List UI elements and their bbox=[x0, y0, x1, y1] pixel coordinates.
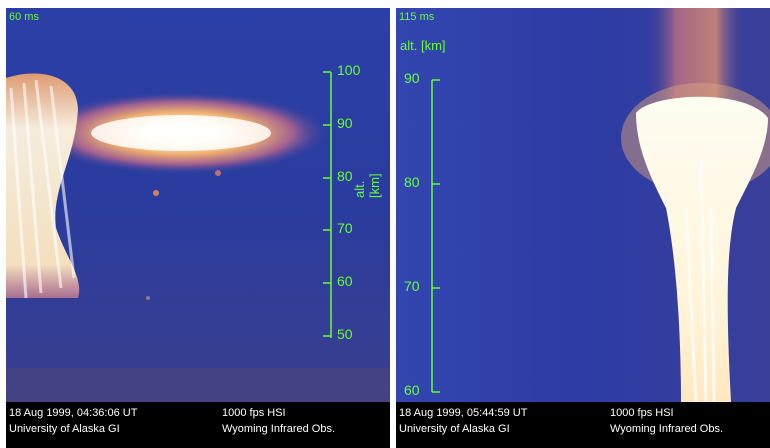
right-tick-label: 60 bbox=[404, 382, 420, 398]
left-timestamp: 60 ms bbox=[9, 11, 39, 23]
left-tick-label: 90 bbox=[337, 115, 353, 131]
left-tick-label: 80 bbox=[337, 168, 353, 184]
right-sprite-scene bbox=[396, 8, 770, 402]
right-tick-label: 70 bbox=[404, 278, 420, 294]
left-caption-org: University of Alaska GI bbox=[9, 423, 120, 435]
left-sprite-scene bbox=[6, 8, 390, 402]
right-caption-camera: 1000 fps HSI bbox=[610, 407, 674, 419]
left-tick-label: 60 bbox=[337, 273, 353, 289]
right-caption-bar: 18 Aug 1999, 05:44:59 UT University of A… bbox=[396, 402, 770, 448]
left-tick-label: 100 bbox=[337, 62, 361, 78]
right-altitude-label: alt. [km] bbox=[400, 38, 446, 53]
left-altitude-label: alt. [km] bbox=[352, 173, 382, 198]
left-tick-label: 50 bbox=[337, 326, 353, 342]
right-caption-date: 18 Aug 1999, 05:44:59 UT bbox=[399, 407, 528, 419]
right-caption-observatory: Wyoming Infrared Obs. bbox=[610, 423, 723, 435]
left-caption-date: 18 Aug 1999, 04:36:06 UT bbox=[9, 407, 138, 419]
left-tick-label: 70 bbox=[337, 220, 353, 236]
left-video-frame: 60 ms 100 90 80 70 60 50 alt. [km] 18 Au… bbox=[6, 8, 390, 448]
right-timestamp: 115 ms bbox=[399, 11, 435, 23]
right-video-frame: 115 ms alt. [km] 90 80 70 60 18 Aug 1999… bbox=[396, 8, 770, 448]
right-caption-org: University of Alaska GI bbox=[399, 423, 510, 435]
right-tick-label: 80 bbox=[404, 174, 420, 190]
left-caption-observatory: Wyoming Infrared Obs. bbox=[222, 423, 335, 435]
left-caption-camera: 1000 fps HSI bbox=[222, 407, 286, 419]
left-caption-bar: 18 Aug 1999, 04:36:06 UT University of A… bbox=[6, 402, 390, 448]
right-tick-label: 90 bbox=[404, 70, 420, 86]
